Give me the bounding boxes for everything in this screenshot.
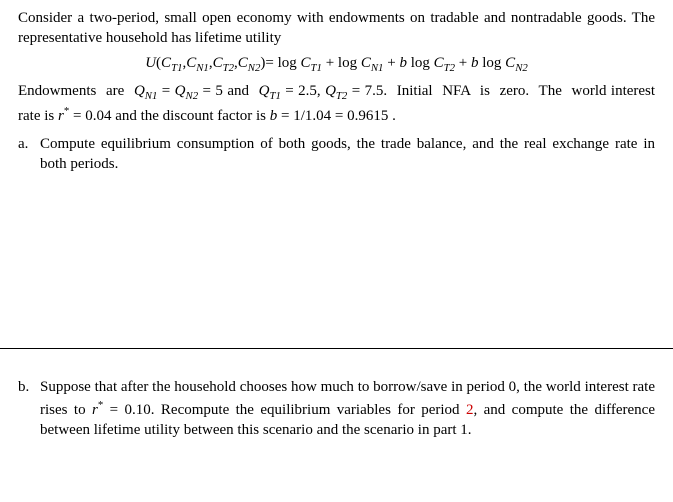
workspace-gap	[18, 174, 655, 348]
eq: =	[162, 83, 175, 99]
intro-line1: Consider a two-period, small open econom…	[18, 10, 627, 26]
log: log	[482, 55, 505, 71]
question-letter: a.	[18, 134, 40, 175]
qb-mid: . Recompute the equilibrium variables fo…	[151, 402, 466, 418]
divider-line	[0, 348, 673, 349]
eq: =	[352, 83, 365, 99]
var: Q	[134, 83, 145, 99]
val: 7.5	[365, 83, 384, 99]
log: log	[338, 55, 361, 71]
var: C	[361, 55, 371, 71]
utility-formula: U(CT1,CN1,CT2,CN2)= log CT1 + log CN1 + …	[18, 53, 655, 76]
var: C	[434, 55, 444, 71]
endow-text: Endowments are	[18, 83, 134, 99]
var-b: b	[399, 55, 410, 71]
val: 2.5,	[298, 83, 325, 99]
sub: N2	[515, 62, 528, 74]
intro-paragraph: Consider a two-period, small open econom…	[18, 8, 655, 49]
sub: T2	[336, 90, 347, 102]
sub: T1	[171, 62, 182, 74]
log: log	[274, 55, 301, 71]
sub: T2	[444, 62, 455, 74]
var: C	[238, 55, 248, 71]
sub: N1	[145, 90, 158, 102]
question-a: a. Compute equilibrium consumption of bo…	[18, 134, 655, 175]
rate-val: = 0.04	[69, 108, 111, 124]
question-text: Compute equilibrium consumption of both …	[40, 134, 655, 175]
log: log	[411, 55, 434, 71]
sub: T1	[311, 62, 322, 74]
var: Q	[175, 83, 186, 99]
var-b: b	[471, 55, 482, 71]
val: 5	[215, 83, 223, 99]
var-b: b	[270, 108, 281, 124]
plus: +	[455, 55, 471, 71]
eq: =	[265, 55, 273, 71]
sub: T2	[223, 62, 234, 74]
eq: =	[285, 83, 298, 99]
sub: T1	[269, 90, 280, 102]
sub: N1	[371, 62, 384, 74]
var: C	[186, 55, 196, 71]
and: and	[227, 83, 258, 99]
var: C	[505, 55, 515, 71]
var: Q	[259, 83, 270, 99]
var: C	[213, 55, 223, 71]
var: Q	[325, 83, 336, 99]
nfa-text: . Initial NFA is zero. The world	[383, 83, 606, 99]
question-letter: b.	[18, 377, 40, 440]
sub: N2	[248, 62, 261, 74]
document-page: Consider a two-period, small open econom…	[0, 0, 673, 448]
endowment-paragraph: Endowments are QN1 = QN2 = 5 and QT1 = 2…	[18, 81, 655, 126]
plus: +	[383, 55, 399, 71]
question-text: Suppose that after the household chooses…	[40, 377, 655, 440]
plus: +	[322, 55, 338, 71]
question-b: b. Suppose that after the household choo…	[18, 377, 655, 440]
qb-rval: = 0.10	[103, 402, 151, 418]
sub: N2	[186, 90, 199, 102]
fn-name: U	[145, 55, 156, 71]
disc-text: and the discount factor is	[111, 108, 269, 124]
eq: =	[203, 83, 216, 99]
sub: N1	[196, 62, 209, 74]
var: C	[301, 55, 311, 71]
var: C	[161, 55, 171, 71]
disc-val: = 1/1.04 = 0.9615 .	[281, 108, 396, 124]
